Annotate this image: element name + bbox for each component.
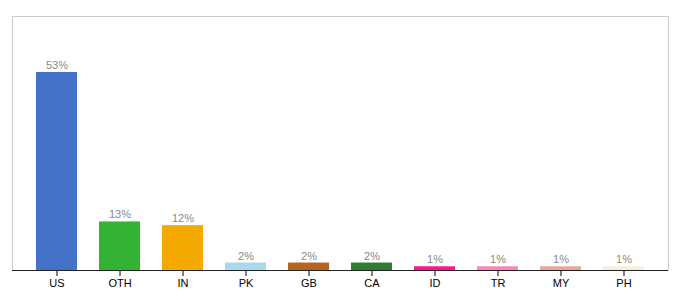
svg-text:IN: IN bbox=[178, 277, 189, 289]
svg-text:2%: 2% bbox=[364, 250, 380, 262]
svg-text:1%: 1% bbox=[427, 253, 443, 265]
svg-text:2%: 2% bbox=[301, 250, 317, 262]
svg-text:US: US bbox=[49, 277, 64, 289]
svg-text:1%: 1% bbox=[490, 253, 506, 265]
svg-text:MY: MY bbox=[553, 277, 570, 289]
svg-text:TR: TR bbox=[491, 277, 506, 289]
svg-text:13%: 13% bbox=[109, 208, 131, 220]
svg-text:12%: 12% bbox=[172, 212, 194, 224]
svg-text:PK: PK bbox=[239, 277, 254, 289]
svg-text:1%: 1% bbox=[616, 253, 632, 265]
svg-text:GB: GB bbox=[301, 277, 317, 289]
svg-text:2%: 2% bbox=[238, 250, 254, 262]
svg-text:1%: 1% bbox=[553, 253, 569, 265]
svg-text:53%: 53% bbox=[46, 59, 68, 71]
svg-text:CA: CA bbox=[364, 277, 380, 289]
svg-text:ID: ID bbox=[430, 277, 441, 289]
svg-text:OTH: OTH bbox=[108, 277, 131, 289]
svg-text:PH: PH bbox=[616, 277, 631, 289]
